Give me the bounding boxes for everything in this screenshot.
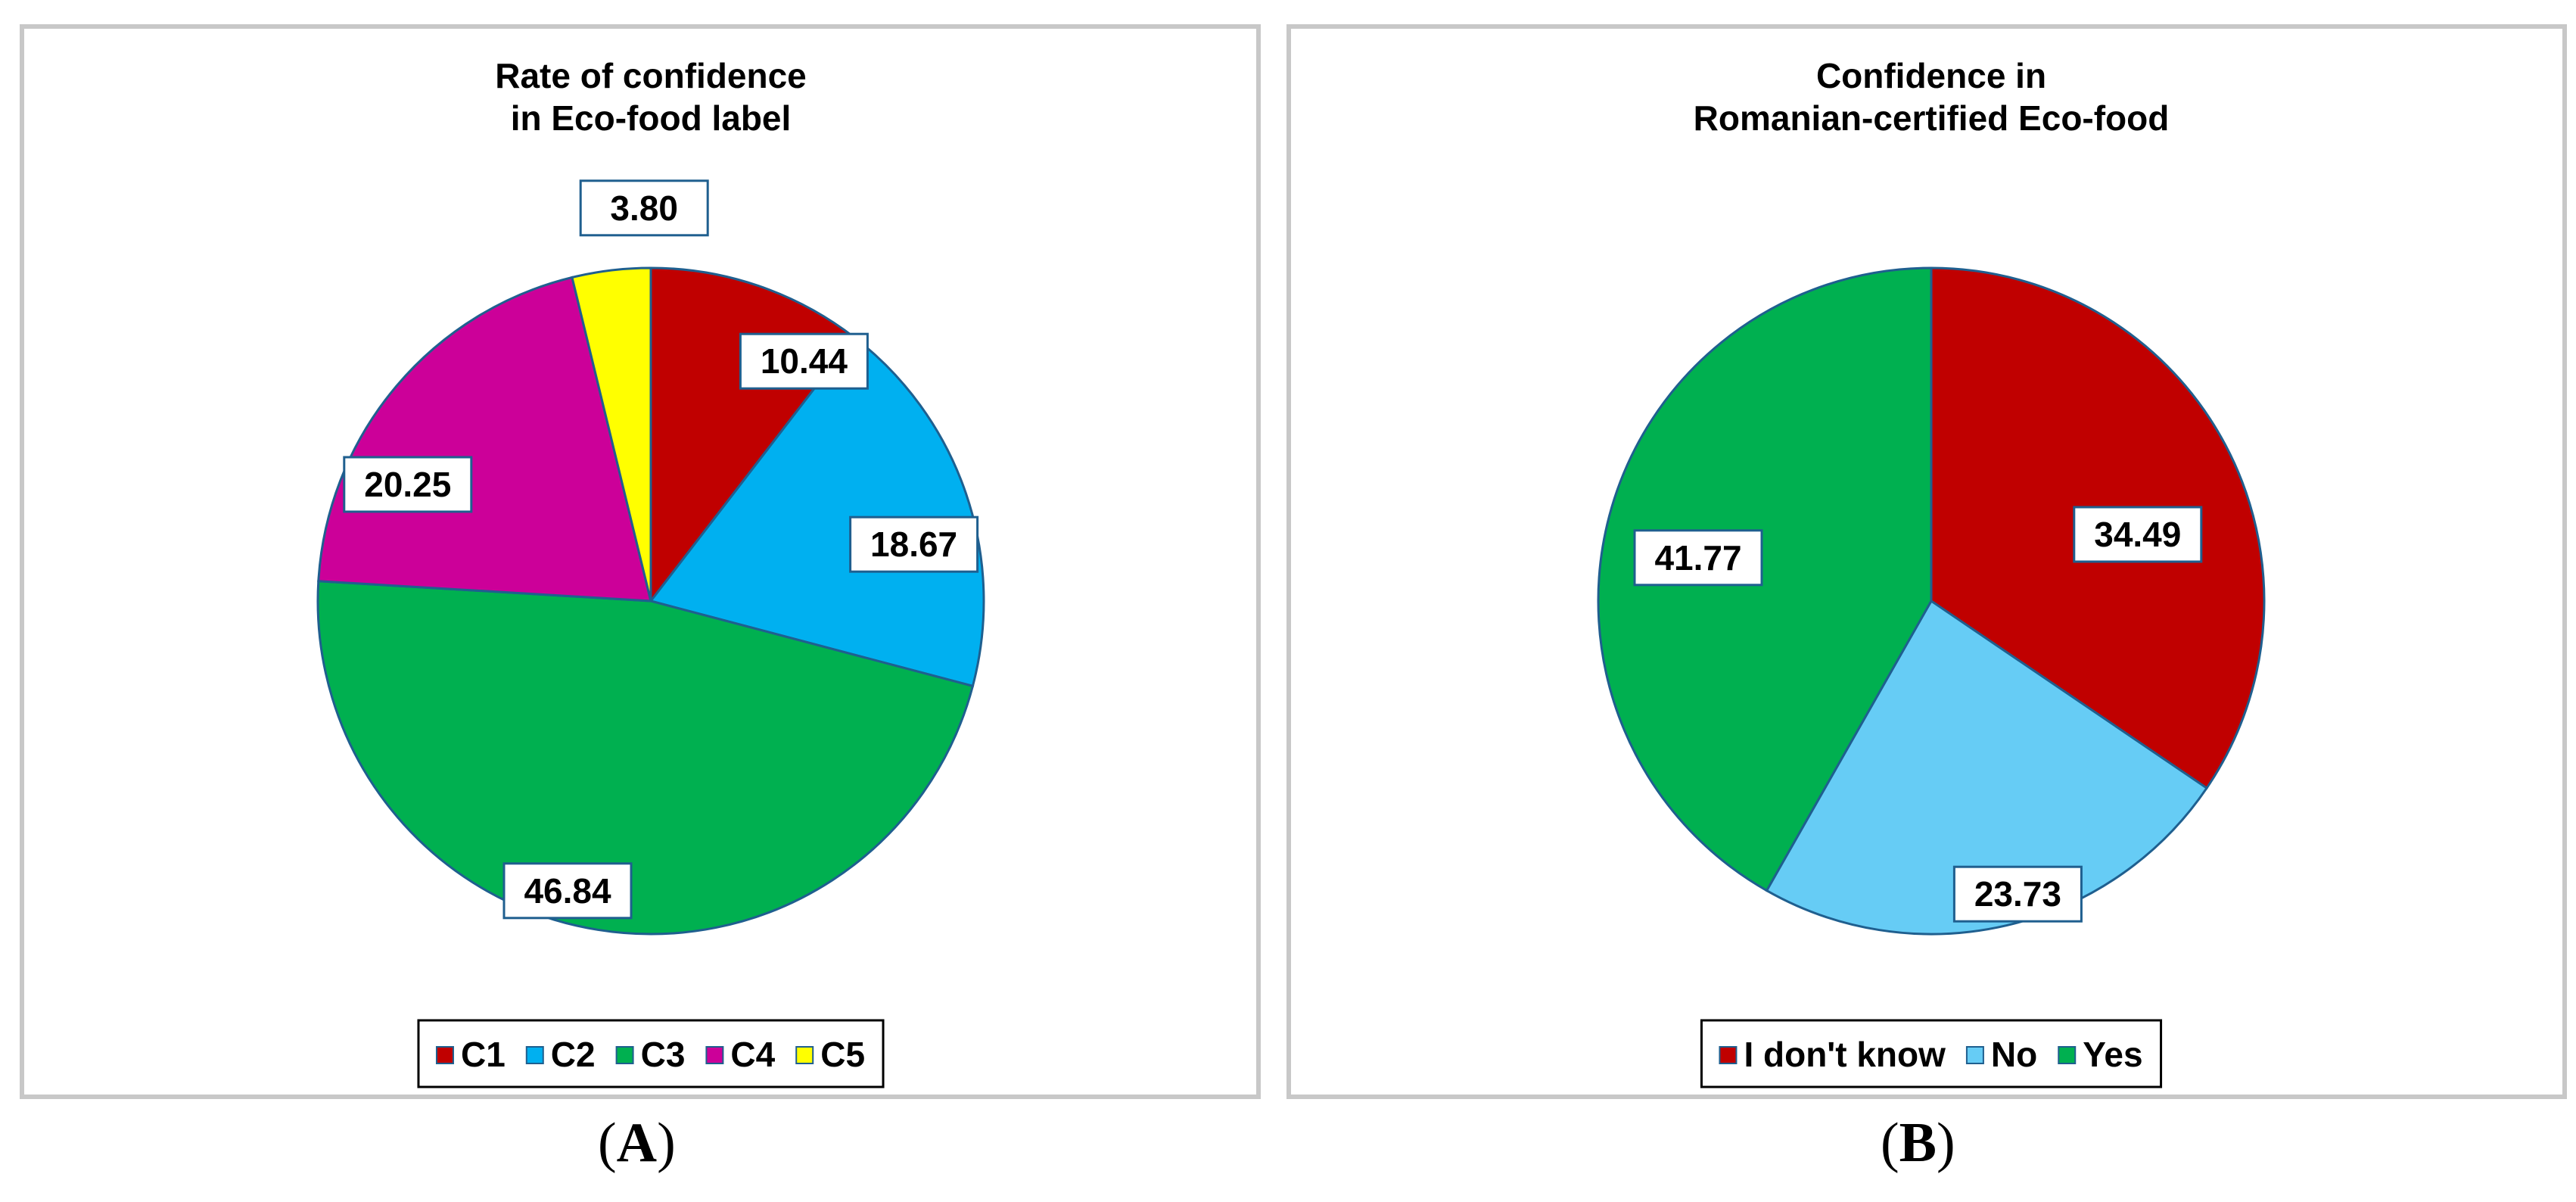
data-label-box (1633, 529, 1763, 587)
legend-item-c1: C1 (435, 1035, 506, 1074)
data-label-value: 34.49 (2094, 515, 2181, 554)
legend-item-c3: C3 (615, 1035, 686, 1074)
data-label-value: 23.73 (1974, 874, 2061, 914)
data-label-box (849, 515, 979, 573)
data-label-box (343, 456, 473, 513)
data-label-value: 18.67 (870, 525, 957, 564)
data-label-box (739, 332, 869, 390)
caption-b: (B) (1881, 1112, 1955, 1174)
caption-a: (A) (598, 1112, 676, 1174)
data-label-value: 3.80 (610, 188, 678, 228)
data-label-value: 46.84 (524, 871, 611, 911)
data-label-c5: 3.80 (579, 179, 709, 237)
legend: I don't know No Yes (1700, 1019, 2163, 1088)
data-label-box (1952, 865, 2083, 923)
legend-swatch (705, 1046, 724, 1064)
legend-label: C5 (820, 1035, 865, 1074)
legend-item-c5: C5 (795, 1035, 865, 1074)
data-label-no: 23.73 (1952, 865, 2083, 923)
data-label-c2: 18.67 (849, 515, 979, 573)
data-label-value: 41.77 (1654, 538, 1741, 578)
legend-swatch (615, 1046, 634, 1064)
data-label-yes: 41.77 (1633, 529, 1763, 587)
legend-swatch (2058, 1046, 2077, 1064)
legend: C1 C2 C3 C4 C5 (417, 1019, 885, 1088)
pie-slice-c3 (316, 580, 975, 936)
legend-item-c4: C4 (705, 1035, 776, 1074)
legend-item-no: No (1965, 1035, 2037, 1074)
legend-label: No (1991, 1035, 2037, 1074)
legend-swatch (1965, 1046, 1984, 1064)
pie-slice-no (1765, 599, 2209, 936)
data-label-value: 20.25 (364, 465, 451, 504)
chart-panel-a: Rate of confidence in Eco-food label 10.44… (20, 24, 1261, 1099)
legend-swatch (435, 1046, 454, 1064)
legend-label: C4 (730, 1035, 775, 1074)
chart-title-line: in Eco-food label (511, 98, 792, 138)
legend-label: C1 (461, 1035, 506, 1074)
legend-item-i-don-t-know: I don't know (1719, 1035, 1946, 1074)
chart-title-line: Confidence in (1816, 56, 2046, 95)
pie-slices (316, 266, 985, 936)
chart-title-line: Rate of confidence (495, 56, 807, 95)
chart-title-line: Romanian-certified Eco-food (1694, 98, 2170, 138)
legend-label: C2 (551, 1035, 596, 1074)
legend-swatch (1719, 1046, 1738, 1064)
legend-swatch (525, 1046, 544, 1064)
data-label-c3: 46.84 (502, 862, 633, 920)
data-label-box (579, 179, 709, 237)
pie-slice-c2 (649, 335, 985, 688)
data-label-box (502, 862, 633, 920)
pie-slices (1597, 266, 2266, 936)
legend-label: I don't know (1744, 1035, 1946, 1074)
legend-swatch (795, 1046, 814, 1064)
chart-panel-b: Confidence in Romanian-certified Eco-food… (1286, 24, 2567, 1099)
legend-box (1700, 1019, 2163, 1088)
pie-slice-c5 (571, 266, 652, 602)
legend-label: Yes (2083, 1035, 2142, 1074)
data-label-c1: 10.44 (739, 332, 869, 390)
pie-slice-c4 (317, 276, 652, 603)
legend-label: C3 (641, 1035, 686, 1074)
data-label-value: 10.44 (761, 341, 848, 381)
legend-item-yes: Yes (2058, 1035, 2143, 1074)
pie-slice-yes (1597, 266, 1933, 892)
data-label-box (2073, 506, 2203, 563)
data-label-i-don-t-know: 34.49 (2073, 506, 2203, 563)
legend-item-c2: C2 (525, 1035, 596, 1074)
data-label-c4: 20.25 (343, 456, 473, 513)
